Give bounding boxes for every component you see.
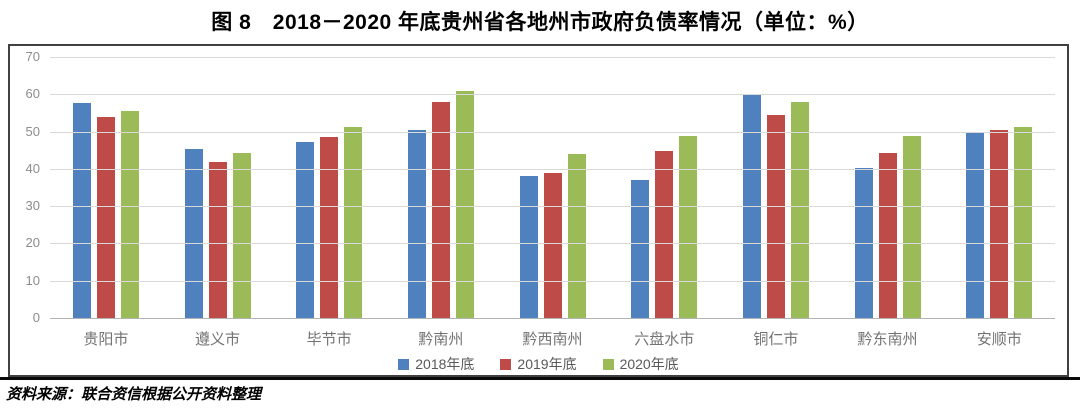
gridline <box>50 131 1055 133</box>
gridline <box>50 280 1055 282</box>
x-axis-category-label: 贵阳市 <box>83 331 129 348</box>
legend-item: 2020年底 <box>602 354 679 374</box>
chart-frame: 贵阳市 遵义市 毕节市 黔南州 黔西南州 六盘水市 铜仁市 黔东南州 安顺市 2018年底 201… <box>8 44 1069 377</box>
bar-2019年底 <box>208 162 227 318</box>
gridline <box>50 94 1055 96</box>
y-axis-tick-label: 70 <box>25 49 40 64</box>
bar-group <box>273 57 385 318</box>
y-axis-tick-label: 0 <box>32 310 40 325</box>
bar-2018年底 <box>631 179 650 318</box>
bar-2018年底 <box>184 149 203 318</box>
bar-group <box>720 57 832 318</box>
bar-groups <box>50 57 1055 318</box>
bar-2020年底 <box>902 136 921 318</box>
bar-2018年底 <box>966 131 985 318</box>
x-axis-line <box>50 318 1055 319</box>
x-axis-labels: 贵阳市 遵义市 毕节市 黔南州 黔西南州 六盘水市 铜仁市 黔东南州 安顺市 <box>50 328 1055 349</box>
bar-2019年底 <box>878 152 897 318</box>
bar-2020年底 <box>455 90 474 318</box>
bar-group <box>50 57 162 318</box>
bar-2019年底 <box>766 115 785 318</box>
bar-2018年底 <box>296 142 315 318</box>
x-axis-category-label: 遵义市 <box>195 331 241 348</box>
y-axis-tick-label: 30 <box>25 198 40 214</box>
legend: 2018年底 2019年底 2020年底 <box>10 354 1067 374</box>
gridline <box>50 243 1055 245</box>
bar-2019年底 <box>431 101 450 318</box>
y-axis-tick-label: 50 <box>25 123 40 139</box>
bar-2019年底 <box>543 172 562 318</box>
legend-item: 2018年底 <box>398 354 474 374</box>
legend-label: 2020年底 <box>619 356 679 372</box>
bar-2020年底 <box>344 127 363 318</box>
bar-group <box>162 57 274 318</box>
chart-title: 图 8 2018－2020 年底贵州省各地州市政府负债率情况（单位：%） <box>211 11 869 34</box>
y-axis-tick-label: 10 <box>25 272 40 288</box>
y-axis-tick-label: 20 <box>25 235 40 251</box>
x-axis-category-label: 黔西南州 <box>522 331 583 348</box>
bar-2020年底 <box>790 101 809 318</box>
legend-swatch-icon <box>500 358 512 370</box>
bar-group <box>497 57 609 318</box>
legend-label: 2019年底 <box>517 356 577 372</box>
bar-2020年底 <box>120 111 139 318</box>
bar-2019年底 <box>320 137 339 318</box>
bar-2020年底 <box>679 136 698 318</box>
x-axis-category-label: 黔南州 <box>418 331 464 348</box>
bar-2018年底 <box>72 102 91 318</box>
legend-swatch-icon <box>398 358 410 370</box>
x-axis-category-label: 铜仁市 <box>753 331 799 348</box>
x-axis-category-label: 毕节市 <box>306 331 352 348</box>
bar-2018年底 <box>407 130 426 318</box>
gridline <box>50 57 1055 58</box>
bar-2018年底 <box>742 93 761 318</box>
legend-swatch-icon <box>602 358 614 370</box>
bar-2019年底 <box>96 116 115 318</box>
y-axis-tick-label: 40 <box>25 160 40 176</box>
bar-2019年底 <box>990 129 1009 318</box>
gridline <box>50 168 1055 170</box>
horizontal-divider <box>0 377 1080 380</box>
bar-2020年底 <box>232 152 251 318</box>
x-axis-category-label: 安顺市 <box>976 331 1022 348</box>
y-axis-tick-label: 60 <box>25 86 40 102</box>
bar-group <box>832 57 944 318</box>
bar-2020年底 <box>567 154 586 318</box>
plot-area <box>50 57 1055 319</box>
bar-group <box>943 57 1055 318</box>
bar-2020年底 <box>1014 127 1033 318</box>
bar-2018年底 <box>519 176 538 318</box>
bar-group <box>385 57 497 318</box>
source-note: 资料来源：联合资信根据公开资料整理 <box>6 387 262 403</box>
gridline <box>50 206 1055 208</box>
legend-label: 2018年底 <box>415 356 475 372</box>
bar-2018年底 <box>854 168 873 318</box>
x-axis-category-label: 六盘水市 <box>634 331 695 348</box>
x-axis-category-label: 黔东南州 <box>857 331 918 348</box>
bar-2019年底 <box>655 150 674 318</box>
bar-group <box>608 57 720 318</box>
legend-item: 2019年底 <box>500 354 577 374</box>
